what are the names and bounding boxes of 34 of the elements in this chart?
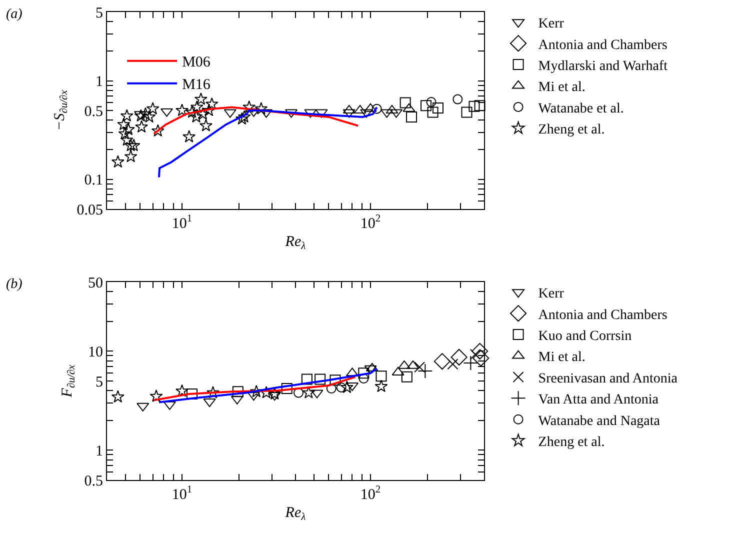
y-tick-label: 1 [96,443,103,460]
chart-title: (a) [6,7,23,22]
legend-label: Mi et al. [538,80,586,96]
legend-label: Sreenivasan and Antonia [538,371,678,386]
legend-label: Van Atta and Antonia [538,392,660,408]
legend-label: Antonia and Chambers [538,38,668,53]
y-tick-label: 0.1 [84,172,103,189]
legend-label: Antonia and Chambers [538,308,668,323]
x-axis-title: Re$_{λ}$ [284,505,306,524]
y-tick-label: 0.05 [76,202,103,218]
y-tick-label: 5 [96,374,103,390]
legend-label: Watanabe and Nagata [538,414,661,429]
legend-label: M16 [182,77,211,94]
legend-label: M06 [182,54,211,71]
x-tick-label: 10$^{1}$ [172,214,192,232]
y-tick-label: 0.5 [84,104,103,120]
y-tick-label: 10 [88,344,103,360]
y-tick-label: 50 [88,275,103,292]
legend-label: Kuo and Corrsin [538,329,632,344]
legend-label: Zheng et al. [538,122,605,138]
x-axis-title: Re$_{λ}$ [284,234,306,252]
x-tick-label: 10$^{2}$ [360,214,381,232]
legend-label: Watanabe et al. [538,101,624,116]
x-tick-label: 10$^{2}$ [360,484,381,503]
y-tick-label: 0.5 [84,473,103,490]
chart-title: (b) [6,277,23,292]
y-tick-label: 5 [96,5,103,22]
legend-label: Mydlarski and Warhaft [538,59,668,74]
legend-label: Zheng et al. [538,435,605,450]
x-tick-label: 10$^{1}$ [172,484,192,503]
legend-label: Kerr [538,16,564,32]
y-tick-label: 1 [96,74,103,90]
legend-label: Mi et al. [538,350,586,366]
legend-label: Kerr [538,286,564,302]
